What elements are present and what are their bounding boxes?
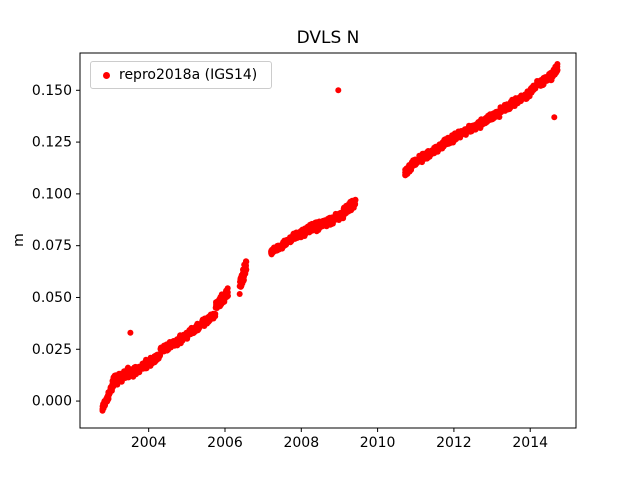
data-point bbox=[135, 364, 142, 371]
y-tick-label: 0.075 bbox=[32, 238, 72, 254]
data-point bbox=[283, 238, 290, 245]
data-point bbox=[299, 228, 306, 235]
outlier-point bbox=[335, 87, 342, 94]
y-tick-label: 0.000 bbox=[32, 394, 72, 410]
data-point bbox=[408, 160, 415, 167]
data-point bbox=[156, 353, 163, 360]
data-point bbox=[110, 376, 117, 383]
data-point bbox=[403, 167, 410, 174]
x-tick-label: 2010 bbox=[360, 435, 396, 451]
chart-title: DVLS N bbox=[296, 28, 360, 48]
y-tick-label: 0.125 bbox=[32, 135, 72, 151]
data-point bbox=[417, 157, 424, 164]
x-tick-label: 2006 bbox=[207, 435, 243, 451]
data-point bbox=[458, 129, 465, 136]
data-point bbox=[452, 135, 459, 142]
data-point bbox=[425, 154, 432, 161]
data-point bbox=[496, 108, 503, 115]
data-point bbox=[101, 399, 108, 406]
data-point bbox=[549, 70, 556, 76]
y-tick-label: 0.100 bbox=[32, 186, 72, 202]
data-point bbox=[480, 119, 486, 126]
data-point bbox=[530, 87, 537, 94]
data-point bbox=[541, 76, 548, 83]
outlier-point bbox=[127, 329, 134, 336]
data-point bbox=[420, 152, 427, 159]
legend: repro2018a (IGS14) bbox=[90, 61, 273, 89]
data-point bbox=[314, 225, 321, 232]
y-tick-label: 0.025 bbox=[32, 342, 72, 358]
data-point bbox=[239, 270, 246, 277]
data-point bbox=[105, 393, 112, 400]
data-point bbox=[236, 291, 243, 297]
outlier-point bbox=[551, 114, 558, 121]
x-axis: 2004 2006 2008 2010 2012 2014 bbox=[131, 428, 548, 451]
x-tick-label: 2012 bbox=[436, 435, 472, 451]
data-point bbox=[436, 141, 443, 148]
data-point bbox=[109, 384, 116, 391]
data-point bbox=[290, 230, 297, 237]
data-point bbox=[470, 123, 477, 130]
data-point bbox=[243, 262, 249, 269]
data-point bbox=[202, 317, 209, 324]
data-point bbox=[326, 219, 333, 226]
legend-label: repro2018a (IGS14) bbox=[119, 67, 258, 83]
x-tick-label: 2008 bbox=[283, 435, 319, 451]
data-point bbox=[332, 210, 339, 217]
data-point bbox=[272, 247, 279, 254]
data-point bbox=[158, 348, 165, 355]
x-tick-label: 2014 bbox=[512, 435, 548, 451]
y-axis: 0.000 0.025 0.050 0.075 0.100 0.125 0.150 bbox=[32, 83, 80, 410]
data-point bbox=[238, 283, 245, 290]
data-point bbox=[512, 97, 519, 103]
data-point bbox=[146, 360, 152, 367]
data-point bbox=[163, 346, 170, 353]
data-point bbox=[221, 298, 228, 305]
y-tick-label: 0.150 bbox=[32, 83, 72, 99]
data-point bbox=[175, 339, 182, 346]
data-point bbox=[349, 202, 356, 209]
data-point bbox=[213, 299, 219, 306]
data-point bbox=[523, 92, 529, 99]
data-point bbox=[117, 372, 124, 378]
x-tick-label: 2004 bbox=[131, 435, 167, 451]
data-point bbox=[505, 103, 512, 110]
scatter-series bbox=[99, 61, 561, 414]
data-point bbox=[194, 324, 201, 331]
axes-border bbox=[79, 52, 577, 429]
data-point bbox=[554, 61, 561, 67]
data-point bbox=[490, 115, 497, 122]
y-tick-label: 0.050 bbox=[32, 290, 72, 306]
data-point bbox=[224, 292, 231, 299]
data-point bbox=[169, 342, 176, 349]
data-point bbox=[341, 207, 348, 214]
legend-marker-icon bbox=[103, 71, 110, 79]
data-point bbox=[224, 285, 231, 292]
